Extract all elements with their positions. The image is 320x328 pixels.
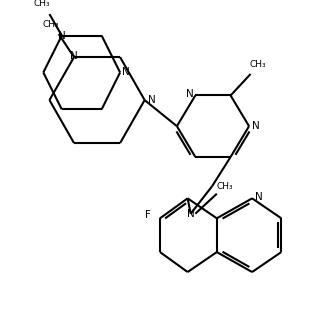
Text: CH₃: CH₃ [34,0,50,8]
Text: CH₃: CH₃ [250,60,267,69]
Text: CH₃: CH₃ [216,182,233,191]
Text: N: N [255,192,263,202]
Text: CH₃: CH₃ [43,20,59,30]
Text: N: N [58,31,66,41]
Text: N: N [148,95,155,105]
Text: N: N [187,209,195,219]
Text: N: N [252,121,260,131]
Text: N: N [70,51,78,61]
Text: N: N [186,89,194,99]
Text: F: F [145,210,151,220]
Text: N: N [122,68,130,77]
